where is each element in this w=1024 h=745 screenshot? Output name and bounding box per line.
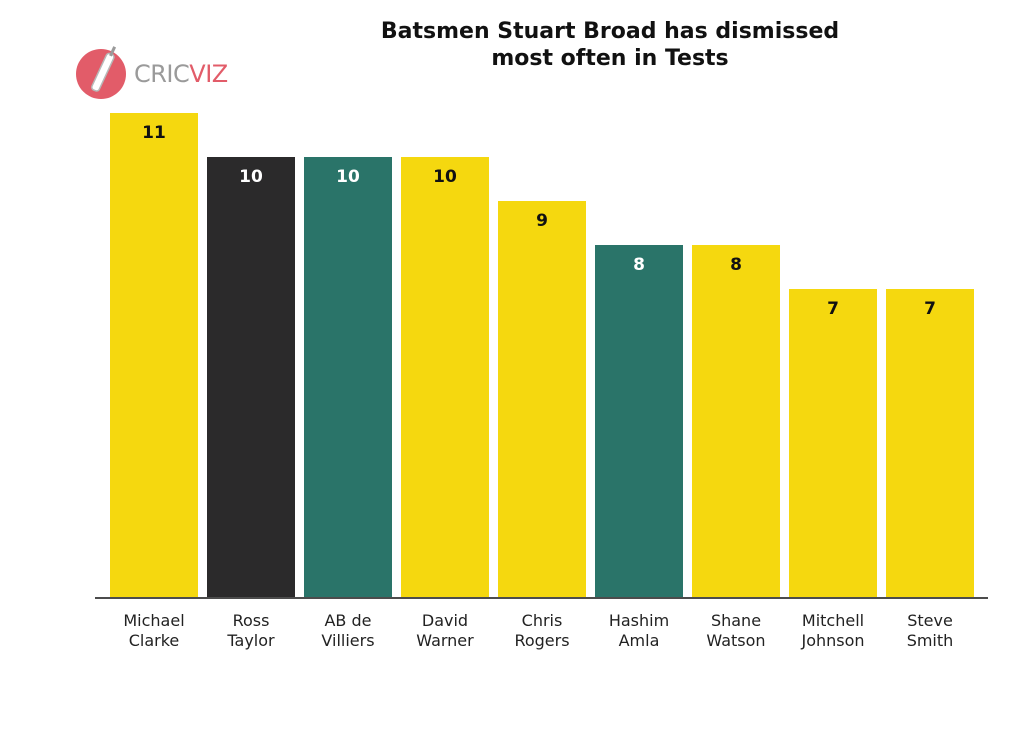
x-tick-label-2: AB de Villiers <box>321 611 374 650</box>
bar-value-label-4: 9 <box>536 211 548 231</box>
bar-2 <box>304 157 392 597</box>
bar-5 <box>595 245 683 597</box>
bar-value-label-7: 7 <box>827 299 839 319</box>
x-tick-label-4: Chris Rogers <box>514 611 569 650</box>
x-tick-labels: Michael Clarke Ross Taylor AB de Villiers Davi… <box>123 611 953 650</box>
chart-title-line-1: Batsmen Stuart Broad has dismissed <box>380 19 840 44</box>
logo-text-viz: VIZ <box>189 60 228 88</box>
bar-4 <box>498 201 586 597</box>
x-tick-label-6: Shane Watson <box>706 611 765 650</box>
bar-7 <box>789 289 877 597</box>
logo-text-cric: CRIC <box>134 60 190 88</box>
bar-value-label-0: 11 <box>142 123 166 143</box>
bar-1 <box>207 157 295 597</box>
x-tick-label-3: David Warner <box>416 611 474 650</box>
logo-wordmark: CRICVIZ <box>134 60 228 88</box>
bar-value-label-5: 8 <box>633 255 645 275</box>
bar-value-label-2: 10 <box>336 167 360 187</box>
bar-value-label-6: 8 <box>730 255 742 275</box>
x-tick-label-0: Michael Clarke <box>123 611 184 650</box>
chart-title-line-2: most often in Tests <box>491 46 729 71</box>
bar-8 <box>886 289 974 597</box>
x-tick-label-7: Mitchell Johnson <box>800 611 864 650</box>
bars-group: 11 10 10 10 9 8 8 7 7 <box>110 113 974 597</box>
bar-6 <box>692 245 780 597</box>
cricviz-logo: CRICVIZ <box>74 46 234 104</box>
bar-value-label-8: 7 <box>924 299 936 319</box>
x-tick-label-8: Steve Smith <box>907 611 954 650</box>
cricket-bat-ball-icon <box>76 46 126 99</box>
x-tick-label-1: Ross Taylor <box>226 611 275 650</box>
bar-0 <box>110 113 198 597</box>
x-tick-label-5: Hashim Amla <box>609 611 669 650</box>
bar-value-label-1: 10 <box>239 167 263 187</box>
bar-value-label-3: 10 <box>433 167 457 187</box>
bar-3 <box>401 157 489 597</box>
chart-title: Batsmen Stuart Broad has dismissed most … <box>300 18 920 72</box>
